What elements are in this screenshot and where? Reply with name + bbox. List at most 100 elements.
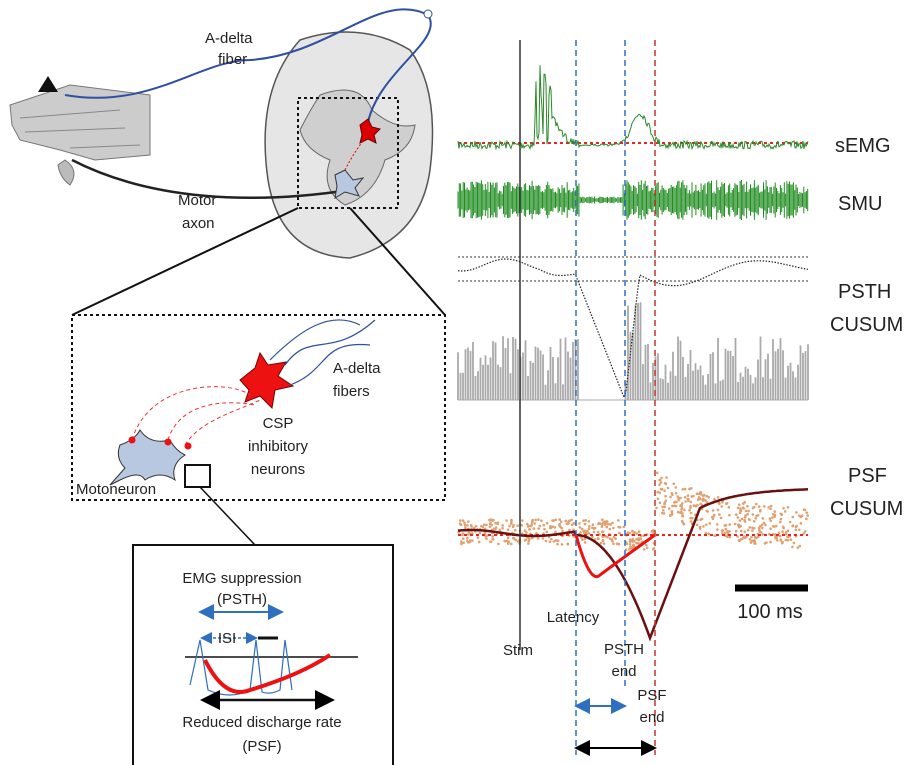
label: end [639,709,664,726]
psf-point [773,510,776,513]
psf-point [609,528,612,531]
label: 100 ms [737,601,803,623]
psf-point [735,513,738,516]
psf-point [755,515,758,518]
psf-point [776,539,779,542]
psf-point [558,524,561,527]
psf-point [713,534,716,537]
psf-point [772,525,775,528]
psf-point [671,505,674,508]
psf-point [656,472,659,475]
psf-point [669,496,672,499]
psf-point [556,543,559,546]
psf-point [753,527,756,530]
psf-point [494,528,497,531]
psf-point [611,540,614,543]
psf-point [712,518,715,521]
psf-point [762,517,765,520]
psf-point [716,523,719,526]
label: Latency [547,609,600,626]
psf-point [739,511,742,514]
psf-point [798,529,801,532]
psf-point [767,506,770,509]
psf-point [700,491,703,494]
psf-point [717,496,720,499]
psf-point [795,511,798,514]
psf-point [716,528,719,531]
label: fibers [333,383,370,400]
psf-point [549,541,552,544]
psf-point [771,516,774,519]
psf-point [740,538,743,541]
psf-point [746,505,749,508]
psf-point [720,517,723,520]
spikes [190,640,292,695]
psf-point [612,543,615,546]
psf-point [578,522,581,525]
smu-trace [458,180,808,220]
label: A-delta [205,30,253,47]
psf-point [677,499,680,502]
psf-point [745,510,748,513]
psf-point [507,528,510,531]
psf-point [507,537,510,540]
psf-point [660,488,663,491]
psf-point [489,540,492,543]
psf-point [740,530,743,533]
psf-point [755,537,758,540]
psf-point [737,524,740,527]
psf-point [724,532,727,535]
psf-point [700,493,703,496]
psf-point [567,520,570,523]
psf-point [789,521,792,524]
psf-point [728,514,731,517]
psf-point [753,520,756,523]
psf-point [477,536,480,539]
psf-point [684,488,687,491]
csp-neurons [240,353,293,408]
label: PSTH [604,641,644,658]
psf-point [774,514,777,517]
psf-point [784,510,787,513]
psf-point [698,497,701,500]
psf-point [478,541,481,544]
label: Reduced discharge rate [182,714,341,731]
psf-point [629,546,632,549]
psf-point [485,524,488,527]
psf-point [462,542,465,545]
psf-point [546,522,549,525]
psf-point [640,537,643,540]
psf-point [527,525,530,528]
label: ISI [218,630,236,647]
psf-point [546,531,549,534]
psf-point [671,513,674,516]
psf-point [584,530,587,533]
psf-point [663,503,666,506]
psf-point [530,525,533,528]
psf-point [725,524,728,527]
psf-point [709,522,712,525]
psf-point [460,540,463,543]
psf-point [629,543,632,546]
psf-point [759,530,762,533]
label: EMG suppression [182,570,301,587]
psf-point [675,492,678,495]
psf-point [699,518,702,521]
psf-point [545,540,548,543]
psf-point [491,538,494,541]
psf-point [534,519,537,522]
label: sEMG [835,135,891,157]
psf-point [597,531,600,534]
psf-point [507,542,510,545]
psf-point [657,498,660,501]
psf-point [770,505,773,508]
figure: A-delta fiber Motor axon A-delta fibers … [0,0,919,765]
psf-point [742,502,745,505]
psf-point [675,501,678,504]
psf-point [514,529,517,532]
psf-point [780,518,783,521]
psf-point [498,529,501,532]
psf-point [660,481,663,484]
psf-point [764,524,767,527]
psf-point [588,528,591,531]
